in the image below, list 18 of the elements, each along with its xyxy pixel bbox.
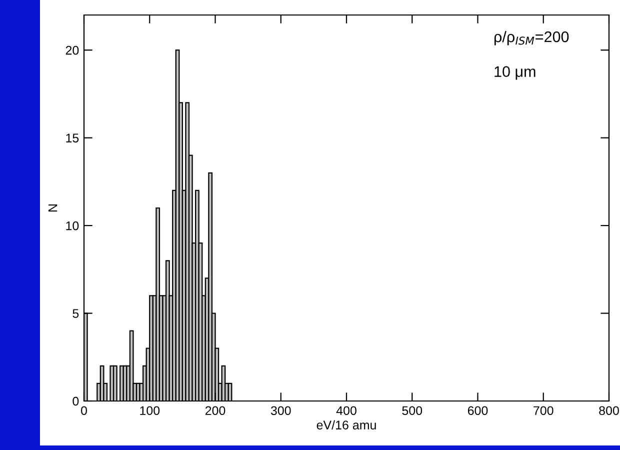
x-tick-label: 500 [402,406,422,416]
y-tick-label: 5 [72,309,79,318]
x-tick-label: 400 [336,406,356,416]
x-tick-label: 600 [468,406,488,416]
x-tick-label: 0 [81,406,87,416]
x-axis-title: eV/16 amu [316,420,376,430]
x-tick-label: 200 [205,406,226,416]
annotation: 10 μm [494,66,536,80]
y-tick-label: 20 [66,46,79,55]
x-tick-label: 700 [534,406,554,416]
y-tick-label: 15 [66,134,79,142]
x-tick-label: 800 [599,406,619,416]
x-tick-label: 300 [270,406,291,416]
annotation: ρ/ρ$_{ISM}$=200 [494,30,569,46]
y-tick-label: 10 [66,221,79,230]
y-tick-label: 0 [72,396,79,406]
y-axis-title: N [48,204,58,212]
x-tick-label: 100 [140,406,160,416]
